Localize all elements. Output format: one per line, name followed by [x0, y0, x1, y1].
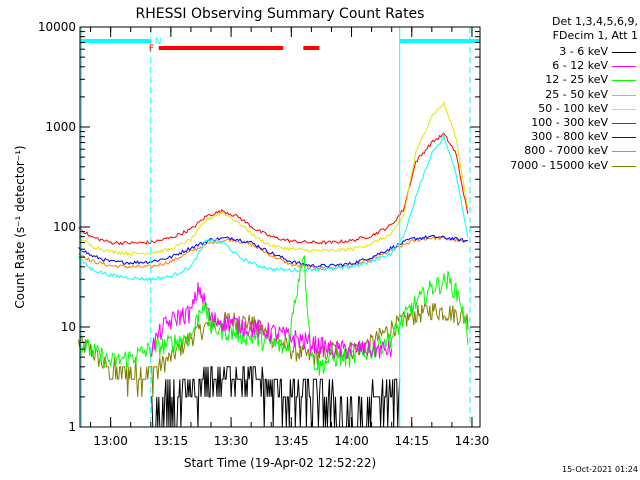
series-line-4: [78, 100, 469, 257]
x-axis-label: Start Time (19-Apr-02 12:52:22): [184, 456, 376, 470]
legend-entry-7: 800 - 7000 keV: [470, 144, 638, 158]
legend-entry-6: 300 - 800 keV: [470, 130, 638, 144]
legend-label: 800 - 7000 keV: [524, 144, 608, 158]
legend-swatch: [612, 66, 636, 68]
legend-entry-3: 25 - 50 keV: [470, 88, 638, 102]
y-tick-label-3: 1000: [45, 120, 76, 134]
legend-swatch: [612, 151, 636, 153]
y-tick-label-1: 10: [61, 320, 76, 334]
legend-entry-0: 3 - 6 keV: [470, 45, 638, 59]
x-tick-label-0: 13:00: [93, 434, 128, 448]
x-tick-label-6: 14:30: [455, 434, 490, 448]
legend-swatch: [612, 80, 636, 82]
legend-label: 300 - 800 keV: [531, 130, 608, 144]
legend-swatch: [612, 52, 636, 53]
legend-label: 7000 - 15000 keV: [510, 158, 608, 172]
legend-swatch: [612, 165, 636, 167]
x-tick-label-2: 13:30: [214, 434, 249, 448]
series-line-6: [78, 234, 468, 268]
plot-frame: [79, 26, 481, 428]
legend-entry-5: 100 - 300 keV: [470, 116, 638, 130]
series-line-0: [150, 366, 401, 428]
legend-entry-4: 50 - 100 keV: [470, 102, 638, 116]
x-tick-label-3: 13:45: [274, 434, 309, 448]
footer-timestamp: 15-Oct-2021 01:24: [562, 465, 638, 474]
legend-label: 6 - 12 keV: [552, 59, 608, 73]
legend-label: 100 - 300 keV: [531, 116, 608, 129]
legend-entry-8: 7000 - 15000 keV: [470, 159, 638, 173]
x-tick-label-1: 13:15: [154, 434, 189, 448]
legend-header-line-1: Det 1,3,4,5,6,9,: [551, 15, 638, 28]
y-tick-label-0: 1: [68, 420, 76, 434]
series-line-8: [78, 302, 469, 397]
legend-label: 25 - 50 keV: [545, 87, 608, 101]
y-tick-label-4: 10000: [38, 20, 76, 34]
legend-entry-2: 12 - 25 keV: [470, 73, 638, 87]
legend-label: 3 - 6 keV: [559, 45, 608, 58]
flare-flag-label: F: [149, 44, 154, 54]
series-line-2: [78, 255, 469, 376]
series-line-7: [78, 235, 468, 271]
legend-swatch: [612, 123, 636, 124]
series-line-1: [150, 282, 393, 359]
legend-label: 50 - 100 keV: [538, 101, 608, 115]
series-line-3: [78, 133, 469, 282]
legend-entry-1: 6 - 12 keV: [470, 59, 638, 73]
chart-title: RHESSI Observing Summary Count Rates: [136, 6, 425, 22]
series-line-5: [78, 132, 469, 246]
x-tick-label-4: 14:00: [334, 434, 369, 448]
legend-swatch: [612, 94, 636, 96]
y-axis-label: Count Rate (s⁻¹ detector⁻¹): [13, 145, 27, 308]
legend-swatch: [612, 137, 636, 139]
legend-swatch: [612, 108, 636, 110]
night-flag-label: N: [155, 37, 162, 47]
legend-label: 12 - 25 keV: [545, 73, 608, 87]
y-tick-label-2: 100: [53, 220, 76, 234]
legend-header-line-2: FDecim 1, Att 1: [552, 29, 638, 42]
x-tick-label-5: 14:15: [394, 434, 429, 448]
plot-area: [78, 100, 469, 428]
